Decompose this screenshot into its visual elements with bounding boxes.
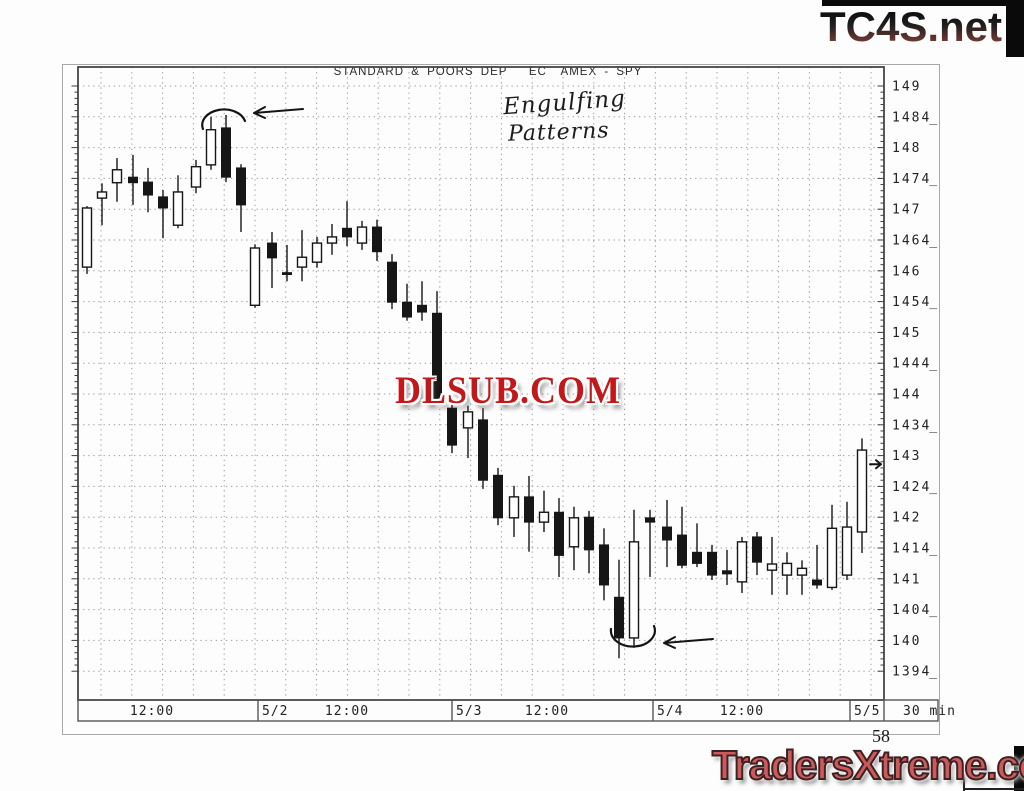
- svg-text:12:00: 12:00: [325, 704, 369, 719]
- svg-text:143: 143: [892, 449, 921, 464]
- svg-text:141: 141: [892, 572, 921, 587]
- scan-line-horizontal: [963, 788, 1024, 790]
- svg-text:146: 146: [892, 264, 921, 279]
- svg-text:30 min: 30 min: [903, 704, 956, 719]
- svg-text:12:00: 12:00: [525, 704, 569, 719]
- svg-text:1394̲: 1394̲: [892, 665, 939, 680]
- svg-text:5/3: 5/3: [456, 704, 482, 719]
- svg-text:1454̲: 1454̲: [892, 295, 939, 310]
- svg-text:1434̲: 1434̲: [892, 418, 939, 433]
- svg-text:12:00: 12:00: [720, 704, 764, 719]
- dlsub-watermark: DLSUB.COM: [394, 368, 622, 412]
- svg-text:148: 148: [892, 141, 921, 156]
- svg-text:142: 142: [892, 511, 921, 526]
- svg-text:149: 149: [892, 80, 921, 95]
- page-number: 58: [872, 726, 890, 746]
- svg-text:5/5: 5/5: [854, 704, 880, 719]
- scan-edge-top: [822, 0, 1008, 6]
- page-frame: [62, 64, 940, 735]
- svg-text:12:00: 12:00: [130, 704, 174, 719]
- scan-edge-right: [1006, 0, 1024, 57]
- svg-text:1444̲: 1444̲: [892, 357, 939, 372]
- svg-text:1484̲: 1484̲: [892, 110, 939, 125]
- svg-text:144: 144: [892, 388, 921, 403]
- svg-text:1464̲: 1464̲: [892, 234, 939, 249]
- svg-text:1414̲: 1414̲: [892, 542, 939, 557]
- svg-text:1404̲: 1404̲: [892, 603, 939, 618]
- svg-text:5/4: 5/4: [657, 704, 683, 719]
- tc4s-logo: TC4S.net: [819, 3, 1002, 50]
- scan-edge-bottom-right: [1014, 746, 1024, 791]
- svg-text:5/2: 5/2: [262, 704, 288, 719]
- svg-text:1474̲: 1474̲: [892, 172, 939, 187]
- chart-title: STANDARD & POORS DEP EC AMEX - SPY: [333, 66, 643, 78]
- svg-text:147: 147: [892, 203, 921, 218]
- svg-text:140: 140: [892, 634, 921, 649]
- handwritten-annotation-line2: Patterns: [507, 118, 611, 147]
- svg-text:145: 145: [892, 326, 921, 341]
- scan-line-vertical: [963, 774, 965, 791]
- svg-text:1424̲: 1424̲: [892, 480, 939, 495]
- tradersxtreme-logo: TradersXtreme.com: [711, 741, 1024, 789]
